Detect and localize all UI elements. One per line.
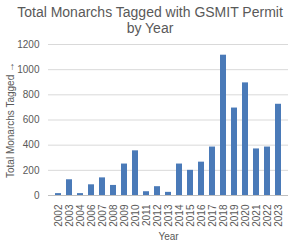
svg-text:2008: 2008 — [108, 204, 119, 227]
svg-text:400: 400 — [23, 139, 40, 150]
svg-text:1000: 1000 — [17, 64, 40, 75]
svg-text:2016: 2016 — [196, 204, 207, 227]
svg-text:200: 200 — [23, 165, 40, 176]
svg-text:1200: 1200 — [17, 39, 40, 50]
svg-text:2015: 2015 — [185, 204, 196, 227]
svg-text:2021: 2021 — [251, 204, 262, 227]
svg-text:600: 600 — [23, 114, 40, 125]
svg-text:2012: 2012 — [152, 204, 163, 227]
svg-text:2004: 2004 — [75, 204, 86, 227]
svg-text:2019: 2019 — [229, 204, 240, 227]
svg-text:2022: 2022 — [262, 204, 273, 227]
svg-text:2007: 2007 — [97, 204, 108, 227]
svg-text:2020: 2020 — [240, 204, 251, 227]
svg-text:2017: 2017 — [207, 204, 218, 227]
html-text:Total Monarchs Tagged with GSM: Total Monarchs Tagged with GSMIT Permit … — [17, 4, 283, 36]
svg-text:2002: 2002 — [53, 204, 64, 227]
svg-text:2023: 2023 — [273, 204, 284, 227]
svg-text:800: 800 — [23, 89, 40, 100]
svg-text:2018: 2018 — [218, 204, 229, 227]
svg-text:2010: 2010 — [130, 204, 141, 227]
svg-text:2014: 2014 — [174, 204, 185, 227]
svg-text:Year: Year — [158, 231, 179, 242]
svg-text:0: 0 — [34, 190, 40, 201]
svg-text:2006: 2006 — [86, 204, 97, 227]
svg-text:2013: 2013 — [163, 204, 174, 227]
svg-text:Total Monarchs Tagged →: Total Monarchs Tagged → — [5, 62, 16, 178]
svg-text:2009: 2009 — [119, 204, 130, 227]
svg-text:2003: 2003 — [64, 204, 75, 227]
svg-text:2011: 2011 — [141, 204, 152, 226]
